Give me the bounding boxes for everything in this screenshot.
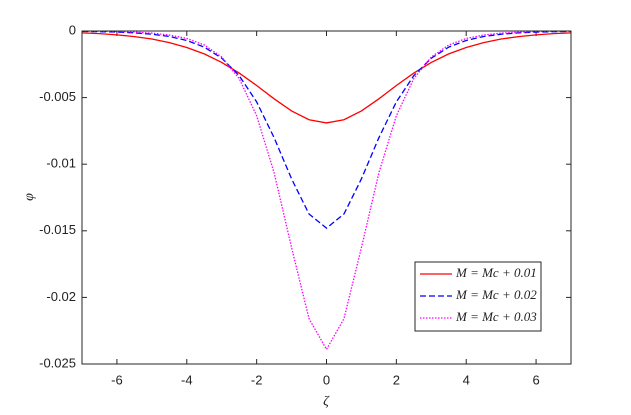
x-tick-label: -4 bbox=[181, 372, 193, 387]
legend-label: M = Mc + 0.02 bbox=[455, 287, 537, 302]
y-axis-label: φ bbox=[22, 193, 37, 201]
y-tick-label: -0.02 bbox=[46, 289, 76, 304]
x-tick-label: -6 bbox=[111, 372, 123, 387]
series-line bbox=[81, 30, 572, 351]
x-tick-label: 4 bbox=[463, 372, 470, 387]
x-tick-label: 6 bbox=[532, 372, 539, 387]
y-tick-label: -0.005 bbox=[39, 89, 76, 104]
x-tick-label: -2 bbox=[251, 372, 263, 387]
y-tick-label: 0 bbox=[69, 22, 76, 37]
x-tick-label: 0 bbox=[323, 372, 330, 387]
y-tick-label: -0.015 bbox=[39, 222, 76, 237]
y-tick-label: -0.01 bbox=[46, 156, 76, 171]
legend-label: M = Mc + 0.01 bbox=[455, 265, 537, 280]
x-axis-label: ζ bbox=[323, 394, 330, 409]
legend-label: M = Mc + 0.03 bbox=[455, 309, 537, 324]
series-line bbox=[81, 30, 572, 229]
axes-box bbox=[81, 30, 572, 365]
series-line bbox=[81, 32, 572, 124]
y-tick-label: -0.025 bbox=[39, 355, 76, 370]
plot-lines bbox=[81, 30, 572, 351]
legend: M = Mc + 0.01 M = Mc + 0.02 M = Mc + 0.03 bbox=[414, 261, 542, 332]
x-tick-label: 2 bbox=[393, 372, 400, 387]
